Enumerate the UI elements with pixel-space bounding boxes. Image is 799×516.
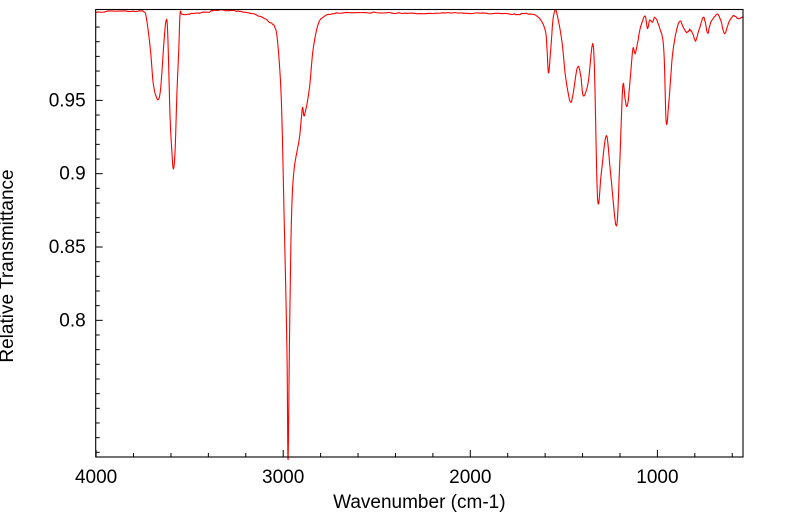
svg-text:0.8: 0.8 — [59, 310, 85, 331]
svg-text:1000: 1000 — [636, 467, 678, 488]
svg-text:3000: 3000 — [262, 467, 304, 488]
svg-text:0.95: 0.95 — [49, 90, 86, 111]
svg-text:0.9: 0.9 — [59, 164, 85, 185]
svg-text:0.85: 0.85 — [49, 237, 86, 258]
svg-text:2000: 2000 — [449, 467, 491, 488]
svg-text:4000: 4000 — [75, 467, 117, 488]
